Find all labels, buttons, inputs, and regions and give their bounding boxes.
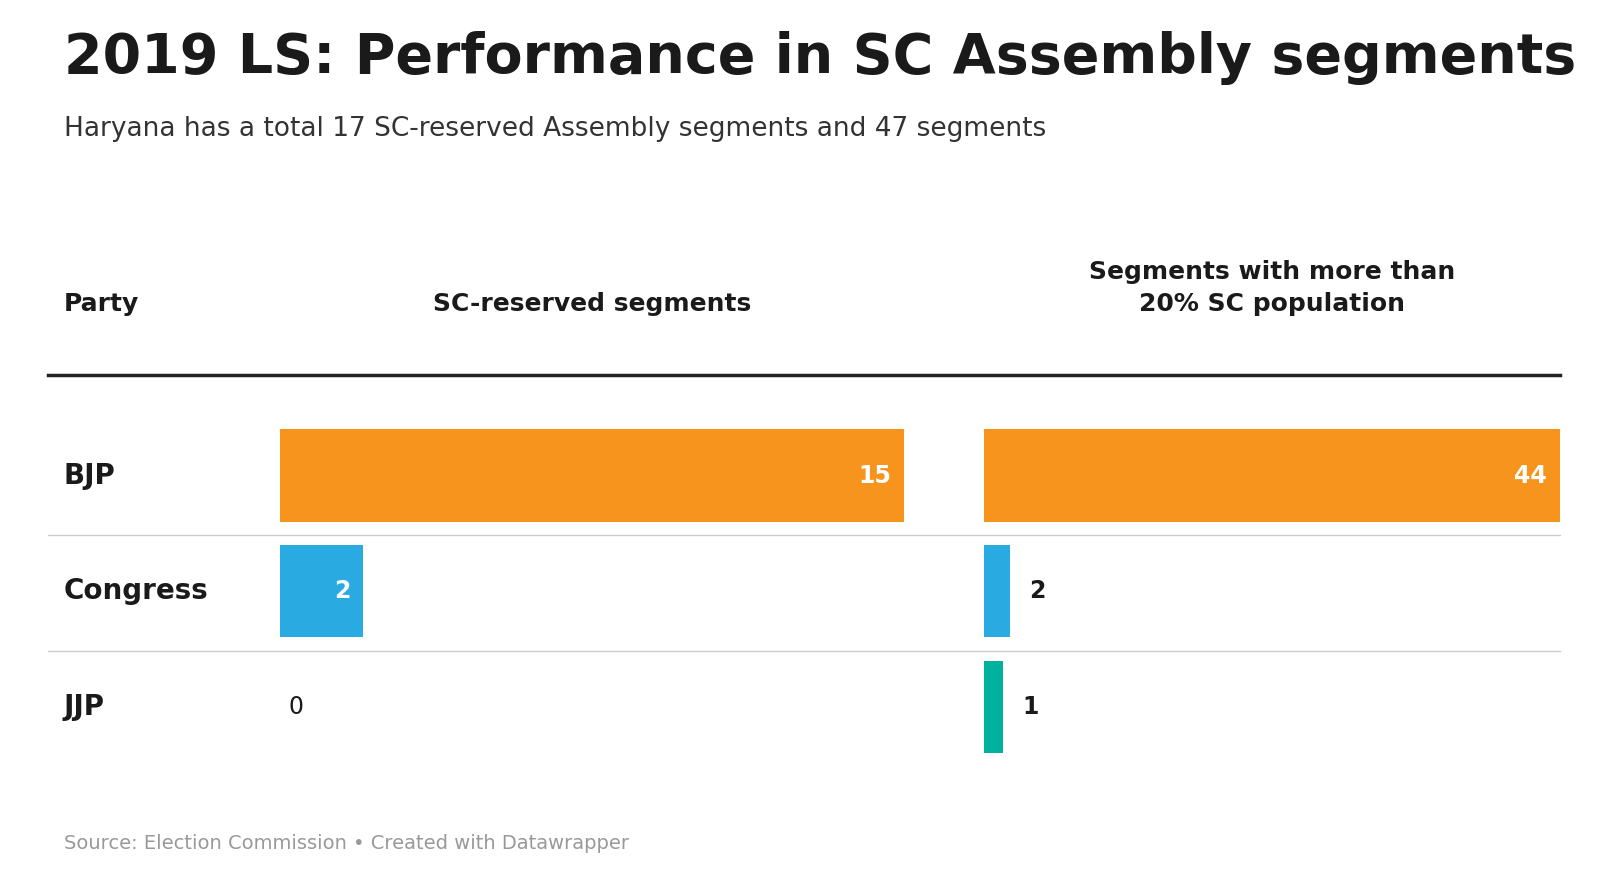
Text: Congress: Congress bbox=[64, 577, 208, 605]
Text: 0: 0 bbox=[288, 695, 302, 718]
Text: Segments with more than
20% SC population: Segments with more than 20% SC populatio… bbox=[1090, 260, 1454, 316]
Bar bbox=[984, 545, 1010, 637]
Text: 2: 2 bbox=[1029, 580, 1046, 603]
Bar bbox=[984, 661, 1003, 753]
Text: SC-reserved segments: SC-reserved segments bbox=[434, 292, 750, 316]
Bar bbox=[984, 429, 1560, 522]
Text: 44: 44 bbox=[1515, 464, 1547, 487]
Text: 1: 1 bbox=[1022, 695, 1038, 718]
Text: 2019 LS: Performance in SC Assembly segments: 2019 LS: Performance in SC Assembly segm… bbox=[64, 31, 1576, 85]
Text: BJP: BJP bbox=[64, 461, 115, 490]
Bar bbox=[280, 429, 904, 522]
Text: Haryana has a total 17 SC-reserved Assembly segments and 47 segments: Haryana has a total 17 SC-reserved Assem… bbox=[64, 116, 1046, 141]
Text: Source: Election Commission • Created with Datawrapper: Source: Election Commission • Created wi… bbox=[64, 835, 629, 853]
Text: JJP: JJP bbox=[64, 693, 106, 721]
Text: Party: Party bbox=[64, 292, 139, 316]
Text: 15: 15 bbox=[858, 464, 891, 487]
Text: 2: 2 bbox=[334, 580, 350, 603]
Bar bbox=[280, 545, 363, 637]
